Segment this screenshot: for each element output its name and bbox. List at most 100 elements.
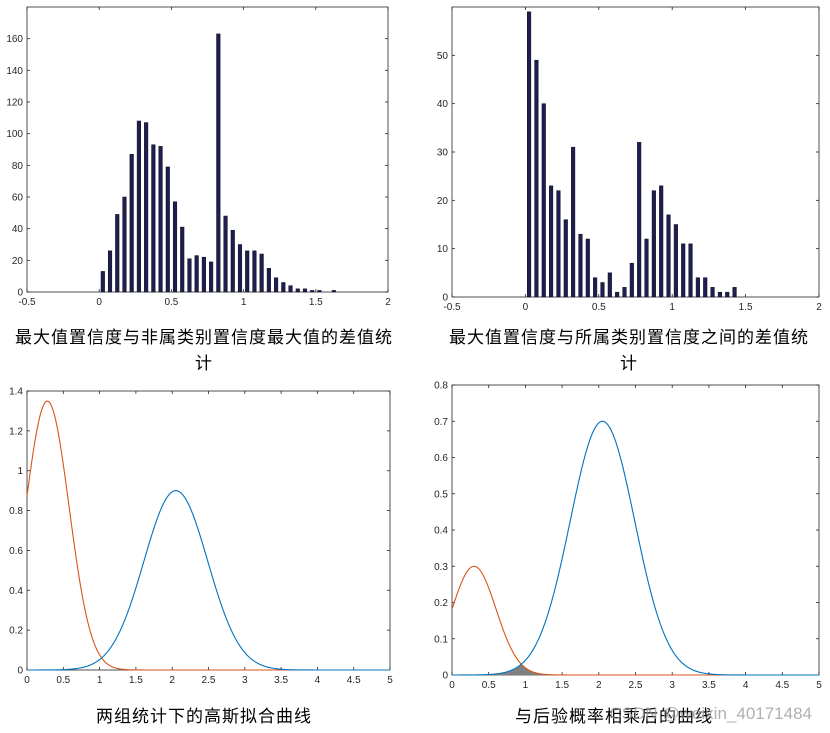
histogram-bar	[288, 285, 293, 293]
x-tick-label: 2	[169, 675, 175, 686]
histogram-bar	[194, 255, 199, 293]
x-tick-label: 2.5	[629, 680, 643, 691]
gaussian-fit-chart: 0 0.5 1 1.5 2 2.5 3 3.5 4 4.5 5 0 0.2 0.4 0.6 0.8 1 1.2 1.…	[9, 387, 393, 687]
plot-frame	[451, 6, 820, 298]
y-tick-label: 0.6	[434, 453, 448, 464]
y-tick-label: 1.4	[9, 387, 23, 398]
x-tick-label: 0.5	[592, 302, 606, 313]
y-tick-label: 40	[437, 99, 449, 110]
caption-bottom-right: 与后验概率相乘后的曲线	[515, 707, 713, 727]
histogram-bar	[331, 290, 336, 293]
chart-panel-bottom-right: 0 0.5 1 1.5 2 2.5 3 3.5 4 4.5 5 0 0.1 0.2 0.3 0.4 0.5 0.6…	[415, 375, 830, 693]
histogram-bar	[317, 290, 322, 293]
histogram-bar	[695, 277, 700, 298]
x-tick-label: 4	[743, 680, 749, 691]
x-tick-label: 2	[596, 680, 602, 691]
caption-bottom-left: 两组统计下的高斯拟合曲线	[96, 707, 312, 727]
y-tick-label: 0.1	[434, 634, 448, 645]
y-tick-label: 60	[12, 193, 24, 204]
x-tick-label: 4	[315, 675, 321, 686]
x-tick-label: -0.5	[443, 302, 461, 313]
histogram-bar	[252, 250, 257, 293]
histogram-bar	[651, 190, 656, 298]
histogram-bar	[216, 33, 221, 293]
histogram-bar	[115, 214, 120, 293]
y-tick-label: 0	[17, 288, 23, 299]
x-tick-label: 2	[385, 297, 391, 308]
histogram-bar	[187, 258, 192, 293]
histogram-bar	[629, 262, 634, 298]
histogram-bar	[310, 290, 315, 293]
x-tick-label: 2.5	[202, 675, 216, 686]
y-tick-label: 20	[437, 196, 449, 207]
histogram-bar	[717, 291, 722, 298]
histogram-bar	[688, 243, 693, 298]
histogram-bar	[578, 233, 583, 298]
histogram-bar	[107, 250, 113, 293]
histogram-bar	[136, 120, 141, 293]
histogram-bar	[600, 282, 605, 298]
y-tick-label: 160	[6, 34, 23, 45]
caption-top-right: 最大值置信度与所属类别置信度之间的差值统计	[449, 328, 809, 374]
histogram-bar	[259, 253, 264, 293]
y-tick-label: 0.2	[434, 598, 448, 609]
series-line-2	[27, 490, 390, 671]
x-tick-label: 3.5	[274, 675, 288, 686]
y-tick-label: 0	[442, 671, 448, 682]
histogram-bar	[666, 214, 671, 298]
histogram-bar	[281, 282, 286, 293]
x-tick-label: 3	[242, 675, 248, 686]
histogram-bar	[710, 287, 715, 298]
histogram-bar	[571, 146, 576, 298]
y-tick-label: 0	[442, 293, 448, 304]
series-line-2	[451, 420, 819, 676]
histogram-bar	[180, 226, 185, 293]
x-tick-label: 1	[241, 297, 247, 308]
x-tick-label: 5	[816, 680, 822, 691]
histogram-bar	[563, 219, 568, 298]
y-tick-label: 20	[12, 256, 24, 267]
histogram-bar	[725, 291, 730, 298]
x-tick-label: 0	[24, 675, 30, 686]
histogram-bar	[637, 142, 642, 298]
posterior-product-chart: 0 0.5 1 1.5 2 2.5 3 3.5 4 4.5 5 0 0.1 0.2 0.3 0.4 0.5 0.6…	[434, 381, 822, 692]
histogram-bar	[237, 244, 243, 293]
chart-panel-bottom-left: 0 0.5 1 1.5 2 2.5 3 3.5 4 4.5 5 0 0.2 0.4 0.6 0.8 1 1.2 1.…	[0, 375, 415, 693]
x-tick-label: 1.5	[129, 675, 143, 686]
histogram-bar	[245, 250, 250, 293]
y-tick-label: 0.8	[9, 506, 23, 517]
histogram-bar	[549, 185, 554, 298]
histogram-bar	[703, 277, 708, 298]
histogram-bar	[302, 288, 308, 293]
histogram-bar	[201, 256, 206, 293]
y-tick-label: 50	[437, 51, 449, 62]
histogram-bar	[165, 166, 170, 293]
histogram-bar	[100, 271, 105, 293]
caption-top-left: 最大值置信度与非属类别置信度最大值的差值统计	[15, 328, 393, 374]
y-tick-label: 0.8	[434, 381, 448, 392]
histogram-bar	[556, 190, 561, 298]
x-tick-label: 1.5	[555, 680, 569, 691]
x-tick-label: 0	[96, 297, 102, 308]
x-tick-label: 1.5	[739, 302, 753, 313]
histogram-bar	[274, 277, 279, 293]
chart-panel-top-left: -0.5 0 0.5 1 1.5 2 0 20 40 60 80 100 120 140 160	[0, 0, 415, 318]
histogram-bar	[295, 288, 300, 293]
y-tick-label: 1.2	[9, 426, 23, 437]
x-tick-label: 0	[449, 680, 455, 691]
y-tick-label: 30	[437, 148, 449, 159]
y-tick-label: 40	[12, 224, 24, 235]
histogram-bar	[266, 268, 271, 293]
y-tick-label: 0	[17, 666, 23, 677]
histogram-bar	[158, 146, 163, 293]
x-tick-label: 1.5	[309, 297, 323, 308]
x-tick-label: 1	[523, 680, 529, 691]
histogram-bar	[644, 238, 649, 298]
histogram-bar	[122, 196, 127, 293]
y-tick-label: 0.7	[434, 417, 448, 428]
y-tick-label: 10	[437, 244, 449, 255]
x-tick-label: 0	[523, 302, 529, 313]
histogram-bar	[585, 238, 590, 298]
